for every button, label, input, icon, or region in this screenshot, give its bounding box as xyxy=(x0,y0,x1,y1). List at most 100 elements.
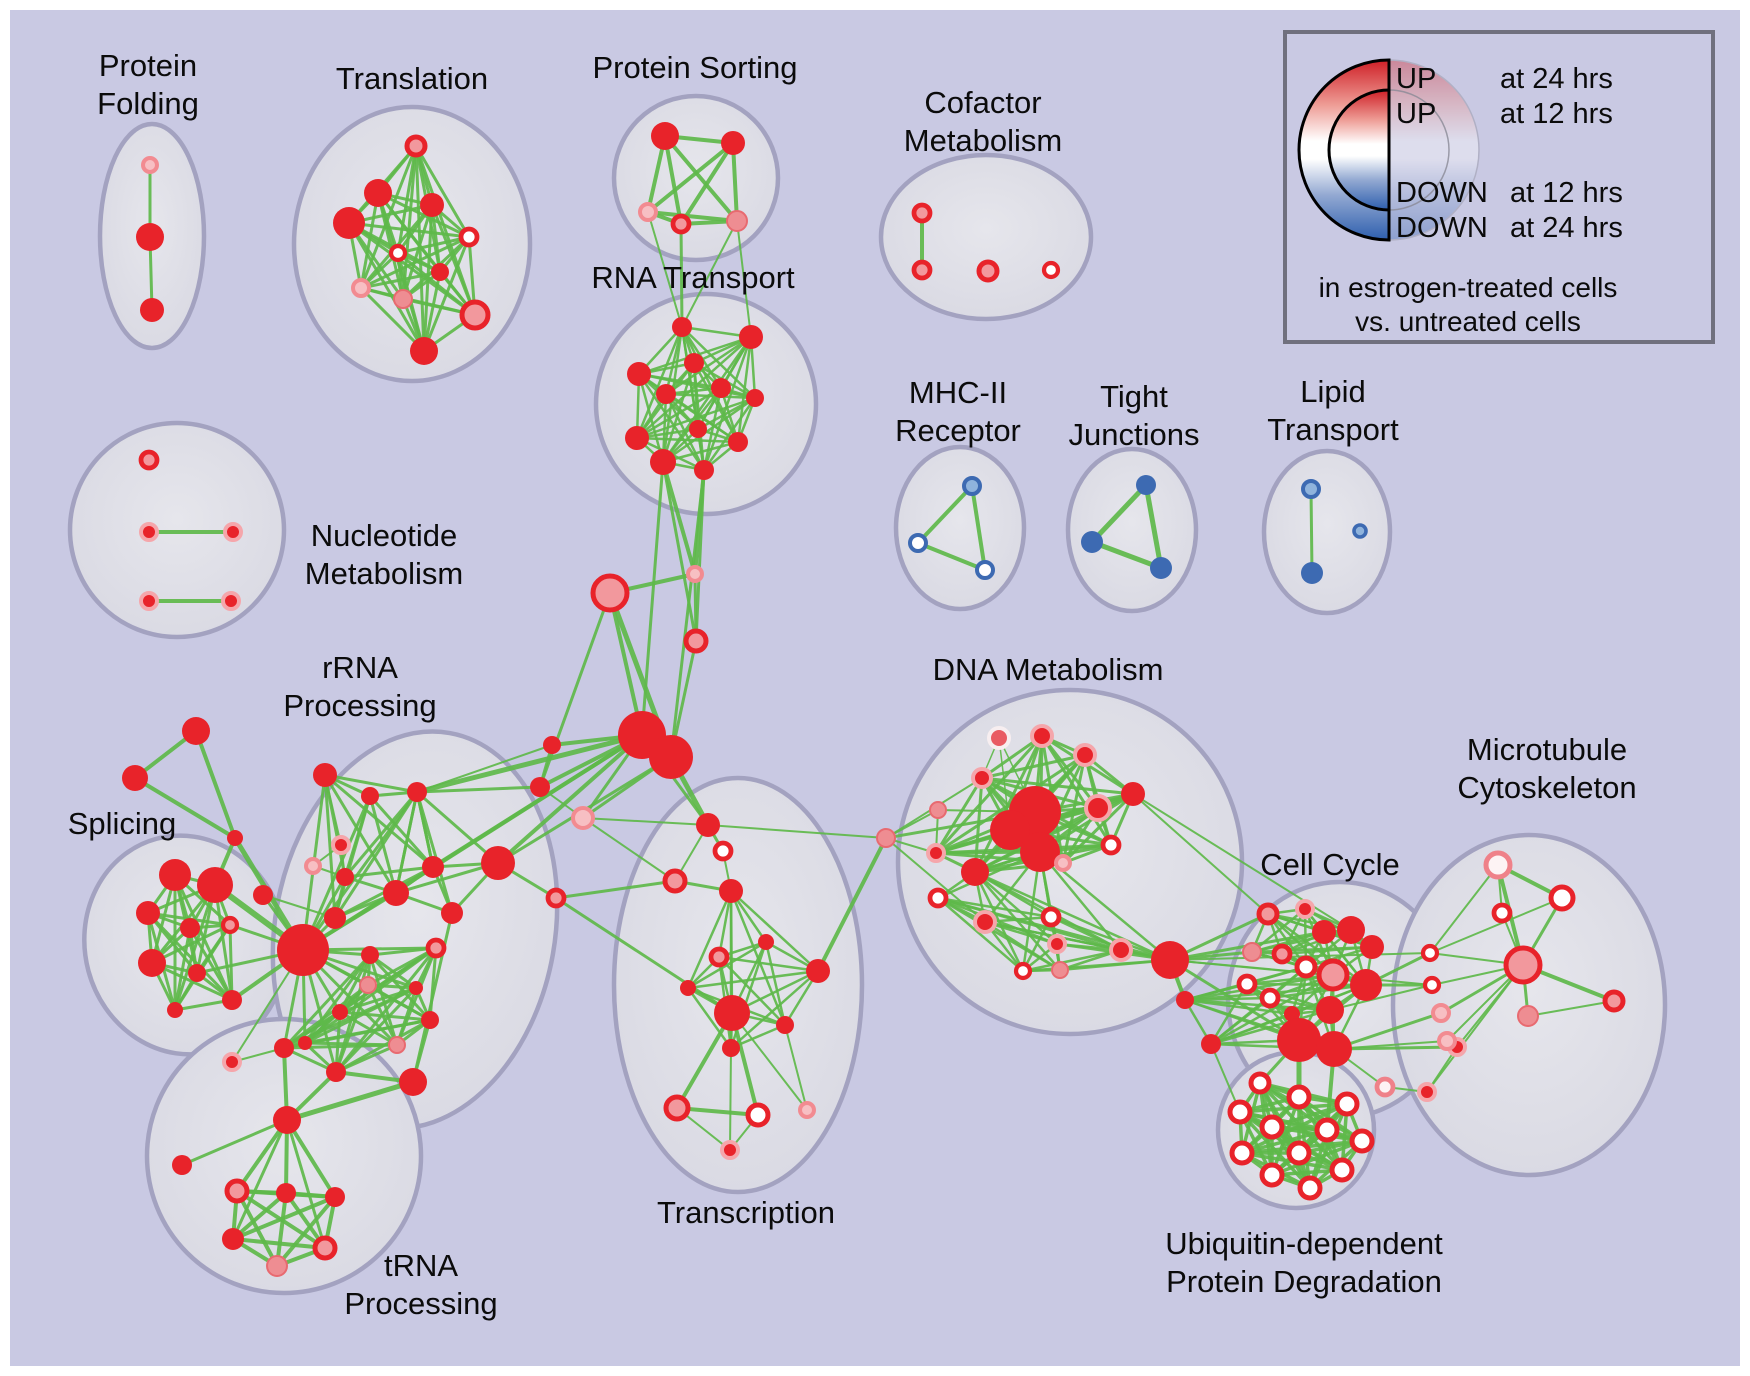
network-node xyxy=(459,299,491,331)
network-edge xyxy=(669,468,706,759)
legend-down-12-time: at 12 hrs xyxy=(1510,177,1623,209)
network-edge xyxy=(1329,984,1433,1011)
network-node xyxy=(973,910,997,934)
network-edge xyxy=(694,468,706,643)
network-edge xyxy=(664,392,740,444)
network-node xyxy=(1491,902,1513,924)
network-node xyxy=(139,591,159,611)
network-node xyxy=(331,835,351,855)
network-node xyxy=(672,317,692,337)
network-node xyxy=(421,1011,439,1029)
network-edge xyxy=(980,753,1087,780)
network-node xyxy=(1360,935,1384,959)
network-node xyxy=(1316,958,1350,992)
network-node xyxy=(220,915,240,935)
network-edge xyxy=(301,790,419,952)
network-edge xyxy=(323,773,337,920)
network-edge xyxy=(1021,948,1123,973)
network-edge xyxy=(275,1195,337,1268)
network-node xyxy=(141,156,159,174)
network-edge xyxy=(231,1237,327,1250)
network-node xyxy=(1277,1018,1321,1062)
network-node xyxy=(1349,1128,1375,1154)
network-node xyxy=(136,901,160,925)
network-edge xyxy=(180,1118,289,1167)
network-edge xyxy=(640,460,665,737)
network-node xyxy=(1259,1162,1285,1188)
network-node xyxy=(1084,794,1112,822)
legend: UP at 24 hrs UP at 12 hrs DOWN at 12 hrs… xyxy=(1283,30,1715,344)
network-node xyxy=(136,223,164,251)
network-node xyxy=(1284,1006,1300,1022)
network-edge xyxy=(1426,964,1524,1093)
network-node xyxy=(180,918,200,938)
network-edge xyxy=(983,920,1062,972)
network-edge xyxy=(282,953,372,1050)
network-node xyxy=(1417,1082,1437,1102)
network-edge xyxy=(970,484,987,572)
network-edge xyxy=(173,883,217,1012)
network-node xyxy=(714,995,750,1031)
cluster-label-translation: Translation xyxy=(336,61,488,96)
cluster-label-rna-transport: RNA Transport xyxy=(591,260,795,295)
network-edge xyxy=(146,911,234,1002)
network-node xyxy=(324,907,346,929)
network-edge xyxy=(646,210,739,223)
network-node xyxy=(689,420,707,438)
cluster-label-nucleotide-metabolism: Nucleotide Metabolism xyxy=(305,518,464,591)
network-node xyxy=(686,565,704,583)
network-edge xyxy=(359,270,442,290)
cluster-label-protein-sorting: Protein Sorting xyxy=(592,50,797,85)
network-node xyxy=(333,207,365,239)
network-node xyxy=(1151,941,1189,979)
network-node xyxy=(1121,782,1145,806)
network-node xyxy=(139,522,159,542)
network-edge xyxy=(664,392,757,400)
network-node xyxy=(1242,942,1262,962)
network-edge xyxy=(334,946,438,1074)
cluster-label-cell-cycle: Cell Cycle xyxy=(1260,847,1400,882)
network-edge xyxy=(334,983,370,1074)
network-node xyxy=(776,1016,794,1034)
network-node xyxy=(975,560,995,580)
network-edge xyxy=(235,1118,289,1193)
cluster-label-splicing: Splicing xyxy=(68,806,177,841)
network-edge xyxy=(334,1010,342,1074)
network-edge xyxy=(664,335,753,396)
network-node xyxy=(221,591,241,611)
legend-down-24-time: at 24 hrs xyxy=(1510,212,1623,244)
network-node xyxy=(876,828,896,848)
network-edge xyxy=(731,1012,808,1111)
network-node xyxy=(410,337,438,365)
network-edge xyxy=(1333,1040,1448,1050)
network-edge xyxy=(1183,998,1332,1012)
network-node xyxy=(1259,987,1281,1009)
network-node xyxy=(1109,938,1133,962)
cluster-ellipse-cofactor-metabolism xyxy=(878,152,1094,322)
network-edge xyxy=(338,1010,399,1047)
network-node xyxy=(1047,934,1067,954)
network-edge xyxy=(1245,982,1332,1012)
network-node xyxy=(1150,557,1172,579)
network-node xyxy=(638,202,658,222)
network-node xyxy=(962,476,982,496)
network-node xyxy=(361,787,379,805)
network-node xyxy=(1483,850,1513,880)
network-edge xyxy=(394,861,500,895)
network-node xyxy=(1602,989,1626,1013)
network-node xyxy=(530,777,550,797)
network-node xyxy=(1316,1031,1352,1067)
network-node xyxy=(745,1102,771,1128)
legend-footer-line2: vs. untreated cells xyxy=(1355,306,1581,337)
network-edge xyxy=(1132,793,1269,915)
network-edge xyxy=(936,896,1025,973)
network-node xyxy=(649,735,693,779)
network-edge xyxy=(675,1106,760,1117)
network-edge xyxy=(284,1079,416,1123)
network-edge xyxy=(646,141,735,214)
network-edge xyxy=(1169,952,1431,961)
network-node xyxy=(746,389,764,407)
legend-down-12-label: DOWN xyxy=(1396,177,1488,209)
cluster-ellipse-lipid-transport xyxy=(1261,448,1393,616)
